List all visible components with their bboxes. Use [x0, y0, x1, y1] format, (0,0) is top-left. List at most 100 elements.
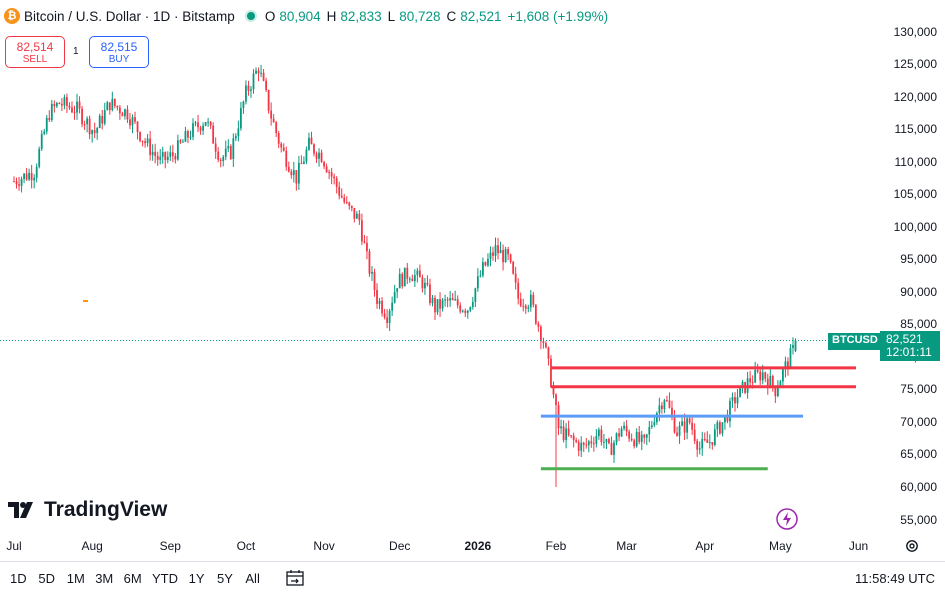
timeframe-button-1m[interactable]: 1M	[66, 571, 85, 586]
candle-body	[550, 358, 552, 387]
candle-body	[98, 115, 101, 129]
candle-body	[116, 105, 119, 108]
buy-price: 82,515	[100, 39, 138, 54]
candle-body	[169, 152, 172, 157]
candle-body	[63, 97, 66, 106]
low-label: L	[387, 8, 396, 24]
timeframe-button-5d[interactable]: 5D	[38, 571, 56, 586]
sell-button[interactable]: 82,514 SELL	[5, 36, 65, 68]
symbol-title[interactable]: Bitcoin / U.S. Dollar · 1D · Bitstamp	[24, 8, 235, 24]
candle-body	[391, 302, 394, 311]
candle-body	[585, 444, 588, 446]
candle-body	[529, 294, 532, 308]
price-axis[interactable]: 130,000 125,000 120,000 115,000 110,000 105,0…	[880, 0, 945, 535]
chart-canvas[interactable]	[0, 0, 880, 535]
candle-body	[655, 413, 658, 423]
candle-body	[671, 407, 673, 416]
timeframe-button-ytd[interactable]: YTD	[152, 571, 178, 586]
candle-body	[597, 429, 600, 437]
candle-body	[136, 121, 139, 132]
utc-clock[interactable]: 11:58:49 UTC	[855, 571, 935, 586]
candle-body	[792, 344, 794, 349]
time-tick-label: Oct	[236, 539, 256, 553]
candle-body	[759, 371, 762, 381]
price-tick-label: 100,000	[893, 219, 937, 234]
time-tick-label: Mar	[616, 539, 637, 553]
candle-body	[771, 376, 774, 387]
price-tick-label: 65,000	[900, 447, 937, 462]
timeframe-button-5y[interactable]: 5Y	[217, 571, 233, 586]
candle-body	[666, 400, 668, 402]
candle-body	[207, 121, 210, 123]
buy-button[interactable]: 82,515 BUY	[89, 36, 149, 68]
candle-body	[265, 80, 267, 91]
candle-body	[330, 172, 333, 177]
candle-body	[663, 400, 666, 410]
price-tick-label: 110,000	[894, 154, 938, 169]
candle-body	[454, 299, 457, 301]
candle-body	[582, 442, 585, 445]
candle-body	[401, 273, 404, 287]
candle-body	[156, 155, 159, 160]
candle-body	[658, 405, 661, 414]
candle-body	[446, 299, 449, 301]
candle-body	[151, 151, 154, 156]
open-label: O	[264, 8, 276, 24]
candle-body	[628, 431, 631, 439]
candle-body	[615, 433, 618, 443]
timeframe-button-1d[interactable]: 1D	[10, 571, 27, 586]
sell-price: 82,514	[16, 39, 54, 54]
tradingview-logo[interactable]: TradingView	[8, 498, 167, 522]
candle-body	[734, 397, 736, 404]
date-range-icon[interactable]	[285, 569, 305, 587]
candle-body	[784, 361, 787, 370]
timeframe-button-3m[interactable]: 3M	[95, 571, 114, 586]
candle-body	[48, 117, 51, 120]
candle-body	[668, 400, 671, 408]
candle-body	[323, 162, 325, 167]
candle-body	[224, 148, 227, 157]
time-axis[interactable]: Jul Aug Sep Oct Nov Dec 2026 Feb Mar Apr May Jun	[0, 535, 945, 559]
candle-body	[487, 258, 489, 266]
timeframe-button-1y[interactable]: 1Y	[188, 571, 205, 586]
candle-body	[129, 119, 131, 126]
candle-body	[383, 313, 386, 318]
timeframe-button-all[interactable]: All	[245, 571, 260, 586]
candle-body	[507, 249, 510, 255]
candle-body	[194, 122, 197, 124]
candle-body	[161, 152, 164, 157]
candle-body	[618, 433, 620, 437]
candle-body	[318, 152, 320, 159]
chart-area[interactable]: ₿ Bitcoin / U.S. Dollar · 1D · Bitstamp …	[0, 0, 880, 535]
candle-body	[388, 310, 391, 323]
candle-body	[547, 347, 550, 359]
bitcoin-icon: ₿	[4, 8, 20, 24]
timeframe-button-6m[interactable]: 6M	[123, 571, 142, 586]
candle-body	[358, 213, 361, 221]
candle-body	[338, 186, 341, 196]
candle-body	[560, 426, 562, 429]
settings-icon[interactable]	[904, 538, 920, 554]
candle-body	[610, 443, 613, 455]
candle-body	[466, 310, 469, 313]
candle-body	[434, 297, 436, 313]
candle-body	[761, 372, 764, 381]
candle-body	[660, 405, 663, 410]
candle-body	[789, 348, 792, 369]
candle-body	[713, 429, 716, 445]
candle-body	[35, 166, 38, 178]
event-marker	[83, 300, 88, 302]
candle-body	[645, 434, 648, 438]
lightning-icon[interactable]	[774, 506, 800, 532]
candle-body	[683, 421, 686, 433]
candle-body	[421, 277, 424, 289]
candle-body	[340, 195, 343, 198]
candle-body	[101, 115, 104, 124]
candle-body	[232, 138, 235, 159]
candle-body	[625, 425, 628, 432]
high-label: H	[326, 8, 337, 24]
candle-body	[199, 127, 202, 131]
bar-countdown: 12:01:11	[886, 345, 932, 360]
candle-body	[653, 422, 656, 426]
low-value: 80,728	[399, 8, 441, 24]
